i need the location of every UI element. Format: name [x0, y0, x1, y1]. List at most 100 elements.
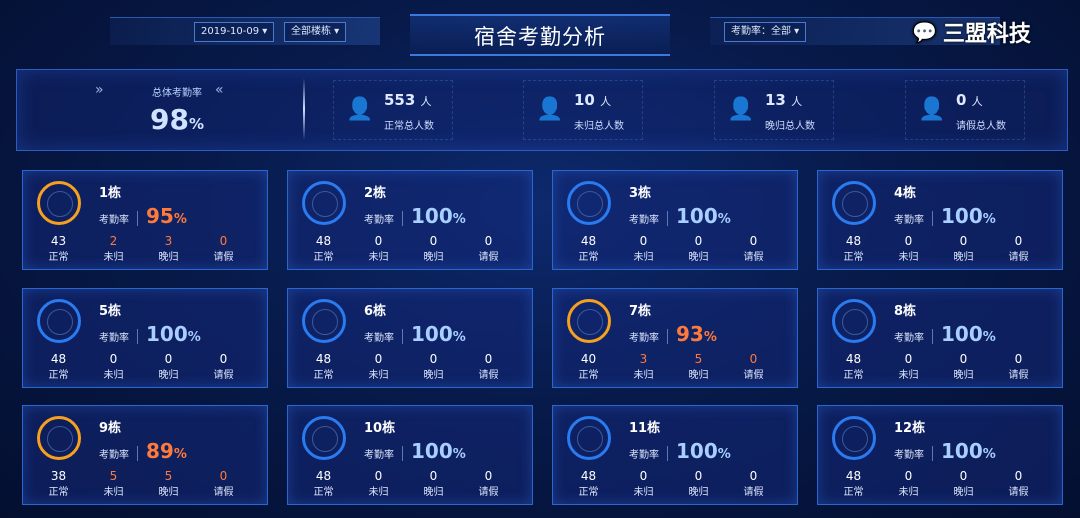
normal-count: 48 正常: [578, 469, 599, 498]
absent-count: 0 未归: [103, 352, 124, 381]
rate-value: 100%: [941, 204, 996, 228]
stat-card: 👤 0 人 请假总人数: [905, 80, 1025, 140]
building-name: 10栋: [364, 421, 396, 436]
leave-count: 0 请假: [213, 234, 234, 263]
absent-count: 0 未归: [633, 234, 654, 263]
total-rate: 总体考勤率 98%: [150, 88, 204, 136]
building-card[interactable]: 7栋 考勤率 93% 40 正常 3 未归 5 晚归 0 请假: [552, 288, 798, 388]
absent-count: 0 未归: [898, 469, 919, 498]
leave-count: 0 请假: [743, 469, 764, 498]
late-count: 3 晚归: [158, 234, 179, 263]
normal-count: 43 正常: [48, 234, 69, 263]
absent-count: 2 未归: [103, 234, 124, 263]
building-name: 6栋: [364, 304, 387, 319]
building-name: 12栋: [894, 421, 926, 436]
chevron-right-icon: »: [95, 82, 104, 98]
leave-count: 0 请假: [478, 234, 499, 263]
leave-count: 0 请假: [478, 352, 499, 381]
building-card[interactable]: 2栋 考勤率 100% 48 正常 0 未归 0 晚归 0 请假: [287, 170, 533, 270]
rate-value: 100%: [676, 439, 731, 463]
building-name: 8栋: [894, 304, 917, 319]
building-name: 2栋: [364, 186, 387, 201]
normal-count: 48 正常: [313, 234, 334, 263]
building-card[interactable]: 6栋 考勤率 100% 48 正常 0 未归 0 晚归 0 请假: [287, 288, 533, 388]
building-name: 7栋: [629, 304, 652, 319]
building-card[interactable]: 10栋 考勤率 100% 48 正常 0 未归 0 晚归 0 请假: [287, 405, 533, 505]
leave-count: 0 请假: [743, 352, 764, 381]
user-clock-icon: 👤: [727, 97, 755, 122]
rate-ring: [832, 181, 876, 225]
building-card[interactable]: 4栋 考勤率 100% 48 正常 0 未归 0 晚归 0 请假: [817, 170, 1063, 270]
rate-value: 100%: [411, 204, 466, 228]
stat-card: 👤 13 人 晚归总人数: [714, 80, 834, 140]
rate-select[interactable]: 考勤率：全部 ▾: [724, 22, 807, 42]
rate-value: 100%: [941, 439, 996, 463]
normal-count: 48 正常: [48, 352, 69, 381]
late-count: 0 晚归: [953, 469, 974, 498]
absent-count: 0 未归: [633, 469, 654, 498]
normal-count: 48 正常: [843, 352, 864, 381]
normal-count: 40 正常: [578, 352, 599, 381]
absent-count: 0 未归: [898, 234, 919, 263]
rate-value: 93%: [676, 322, 717, 346]
absent-count: 0 未归: [368, 234, 389, 263]
leave-count: 0 请假: [213, 352, 234, 381]
rate-value: 89%: [146, 439, 187, 463]
normal-count: 48 正常: [843, 469, 864, 498]
rate-ring: [302, 181, 346, 225]
user-leave-icon: 👤: [918, 97, 946, 122]
leave-count: 0 请假: [1008, 469, 1029, 498]
rate-ring: [302, 416, 346, 460]
rate-value: 95%: [146, 204, 187, 228]
stat-card: 👤 553 人 正常总人数: [333, 80, 453, 140]
leave-count: 0 请假: [213, 469, 234, 498]
late-count: 0 晚归: [423, 469, 444, 498]
building-card[interactable]: 12栋 考勤率 100% 48 正常 0 未归 0 晚归 0 请假: [817, 405, 1063, 505]
page-title: 宿舍考勤分析: [410, 14, 670, 56]
rate-ring: [567, 416, 611, 460]
rate-value: 100%: [411, 439, 466, 463]
building-card[interactable]: 5栋 考勤率 100% 48 正常 0 未归 0 晚归 0 请假: [22, 288, 268, 388]
rate-value: 100%: [941, 322, 996, 346]
rate-value: 100%: [411, 322, 466, 346]
rate-ring: [567, 299, 611, 343]
absent-count: 0 未归: [368, 469, 389, 498]
date-select[interactable]: 2019-10-09 ▾: [194, 22, 275, 42]
late-count: 0 晚归: [158, 352, 179, 381]
late-count: 0 晚归: [688, 234, 709, 263]
rate-value: 100%: [676, 204, 731, 228]
late-count: 5 晚归: [158, 469, 179, 498]
normal-count: 38 正常: [48, 469, 69, 498]
building-card[interactable]: 3栋 考勤率 100% 48 正常 0 未归 0 晚归 0 请假: [552, 170, 798, 270]
building-select[interactable]: 全部楼栋 ▾: [284, 22, 347, 42]
building-card[interactable]: 9栋 考勤率 89% 38 正常 5 未归 5 晚归 0 请假: [22, 405, 268, 505]
rate-ring: [302, 299, 346, 343]
absent-count: 0 未归: [368, 352, 389, 381]
leave-count: 0 请假: [1008, 352, 1029, 381]
rate-ring: [37, 299, 81, 343]
leave-count: 0 请假: [743, 234, 764, 263]
building-name: 9栋: [99, 421, 122, 436]
chevron-left-icon: «: [215, 82, 224, 98]
building-name: 3栋: [629, 186, 652, 201]
divider: [303, 78, 305, 140]
building-card[interactable]: 8栋 考勤率 100% 48 正常 0 未归 0 晚归 0 请假: [817, 288, 1063, 388]
building-name: 4栋: [894, 186, 917, 201]
late-count: 0 晚归: [688, 469, 709, 498]
building-card[interactable]: 11栋 考勤率 100% 48 正常 0 未归 0 晚归 0 请假: [552, 405, 798, 505]
leave-count: 0 请假: [478, 469, 499, 498]
building-name: 11栋: [629, 421, 661, 436]
leave-count: 0 请假: [1008, 234, 1029, 263]
rate-value: 100%: [146, 322, 201, 346]
header: 2019-10-09 ▾ 全部楼栋 ▾ 宿舍考勤分析 考勤率：全部 ▾: [0, 0, 1080, 62]
rate-ring: [832, 416, 876, 460]
user-check-icon: 👤: [346, 97, 374, 122]
absent-count: 3 未归: [633, 352, 654, 381]
building-card[interactable]: 1栋 考勤率 95% 43 正常 2 未归 3 晚归 0 请假: [22, 170, 268, 270]
absent-count: 0 未归: [898, 352, 919, 381]
stat-card: 👤 10 人 未归总人数: [523, 80, 643, 140]
late-count: 5 晚归: [688, 352, 709, 381]
normal-count: 48 正常: [843, 234, 864, 263]
rate-ring: [567, 181, 611, 225]
rate-ring: [37, 416, 81, 460]
